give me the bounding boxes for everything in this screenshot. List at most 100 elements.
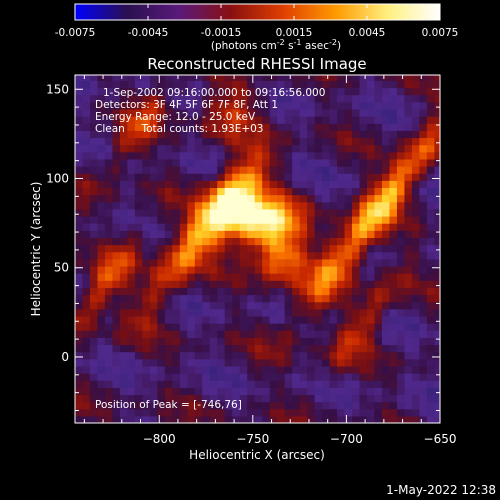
heatmap-cell [194,116,203,124]
heatmap-cell [142,237,151,246]
heatmap-cell [194,123,203,131]
heatmap-cell [359,294,368,303]
heatmap-cell [299,251,308,260]
heatmap-cell [149,344,158,353]
heatmap-cell [179,401,188,410]
heatmap-cell [209,194,218,203]
heatmap-cell [367,323,376,331]
heatmap-cell [411,75,421,81]
heatmap-cell [337,80,346,89]
heatmap-cell [396,294,406,303]
heatmap-cell [426,187,435,196]
heatmap-cell [232,244,241,253]
heatmap-cell [149,108,158,117]
heatmap-cell [322,151,331,160]
heatmap-cell [127,187,136,196]
heatmap-cell [434,223,440,231]
heatmap-cell [277,280,286,288]
heatmap-cell [322,401,331,410]
heatmap-cell [157,130,166,139]
heatmap-cell [322,137,331,146]
heatmap-cell [314,101,323,110]
heatmap-cell [299,301,308,310]
heatmap-cell [419,173,428,181]
heatmap-cell [82,137,91,146]
heatmap-cell [127,344,136,353]
heatmap-cell [202,280,211,288]
heatmap-cell [359,287,368,296]
heatmap-cell [209,337,218,346]
heatmap-cell [119,94,129,103]
heatmap-cell [127,87,136,96]
heatmap-cell [149,251,158,260]
heatmap-cell [119,215,129,224]
heatmap-cell [396,280,406,288]
heatmap-cell [434,187,440,196]
heatmap-cell [89,308,99,317]
heatmap-cell [97,358,106,367]
heatmap-cell [434,287,440,296]
heatmap-cell [142,308,151,317]
heatmap-cell [307,351,316,360]
heatmap-cell [119,187,129,196]
heatmap-cell [157,365,166,374]
heatmap-cell [119,358,129,367]
heatmap-cell [134,223,143,231]
heatmap-cell [164,323,173,331]
heatmap-cell [411,323,421,331]
heatmap-cell [119,387,129,396]
heatmap-cell [292,194,301,203]
heatmap-cell [112,258,121,267]
heatmap-cell [194,151,203,160]
heatmap-cell [209,251,218,260]
heatmap-cell [89,166,99,174]
heatmap-cell [157,258,166,267]
heatmap-cell [149,116,158,124]
heatmap-cell [127,130,136,139]
heatmap-cell [374,365,383,374]
heatmap-cell [239,101,248,110]
heatmap-cell [329,258,338,267]
heatmap-cell [404,251,413,260]
heatmap-cell [404,344,413,353]
heatmap-cell [329,166,338,174]
heatmap-cell [299,258,308,267]
heatmap-cell [217,258,226,267]
heatmap-cell [164,130,173,139]
heatmap-cell [134,208,143,217]
heatmap-cell [82,230,91,238]
heatmap-cell [262,351,271,360]
heatmap-cell [367,166,376,174]
heatmap-cell [254,351,263,360]
heatmap-cell [307,116,316,124]
heatmap-cell [247,344,256,353]
heatmap-cell [97,75,106,81]
heatmap-cell [179,380,188,388]
heatmap-cell [262,75,271,81]
heatmap-cell [284,251,293,260]
heatmap-cell [352,401,361,410]
heatmap-cell [149,166,158,174]
heatmap-cell [172,151,181,160]
heatmap-cell [307,187,316,196]
heatmap-cell [202,273,211,281]
heatmap-cell [337,201,346,210]
heatmap-cell [344,166,353,174]
heatmap-cell [82,394,91,403]
heatmap-cell [284,80,293,89]
heatmap-cell [381,75,391,81]
heatmap-cell [112,273,121,281]
heatmap-cell [127,158,136,167]
heatmap-cell [307,330,316,338]
heatmap-cell [329,344,338,353]
heatmap-cell [89,116,99,124]
heatmap-cell [75,194,84,203]
heatmap-cell [352,287,361,296]
heatmap-cell [247,151,256,160]
heatmap-cell [164,166,173,174]
heatmap-cell [179,415,188,423]
heatmap-cell [337,401,346,410]
heatmap-cell [419,344,428,353]
heatmap-cell [247,237,256,246]
heatmap-cell [142,151,151,160]
